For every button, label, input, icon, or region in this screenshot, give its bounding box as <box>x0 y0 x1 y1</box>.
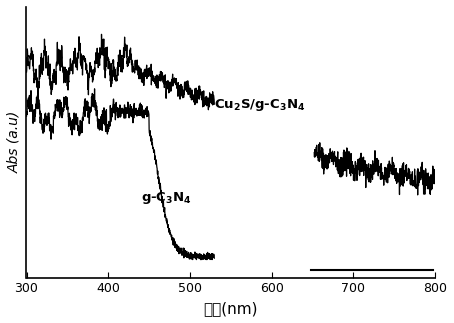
Y-axis label: Abs (a.u): Abs (a.u) <box>7 111 21 173</box>
Text: $\mathregular{g}$-$\mathregular{C_3N_4}$: $\mathregular{g}$-$\mathregular{C_3N_4}$ <box>141 190 192 206</box>
X-axis label: 波长(nm): 波长(nm) <box>203 301 258 316</box>
Text: $\mathregular{Cu_2S/g}$-$\mathregular{C_3N_4}$: $\mathregular{Cu_2S/g}$-$\mathregular{C_… <box>214 97 306 113</box>
